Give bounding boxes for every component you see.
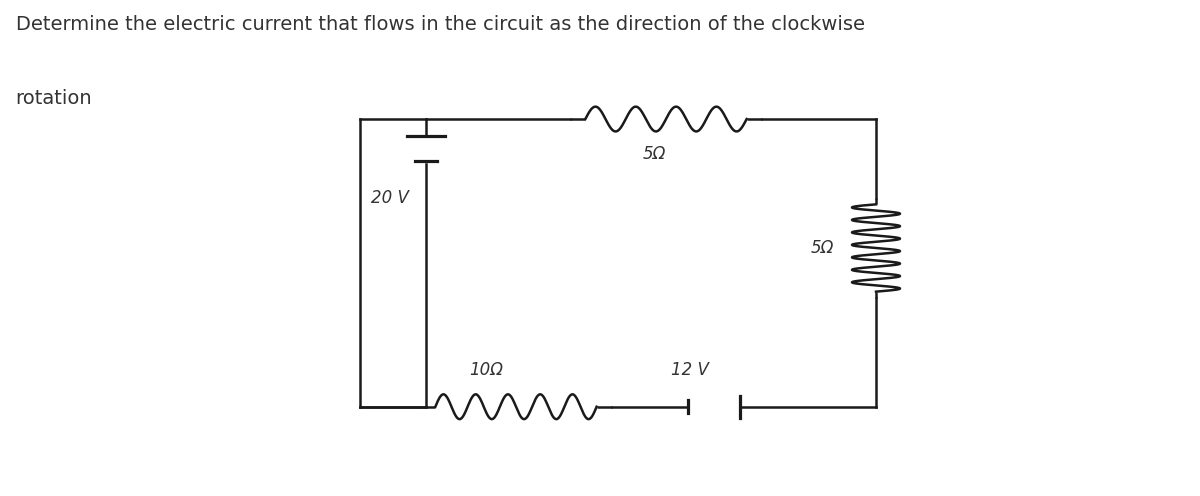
Text: rotation: rotation [16, 89, 92, 108]
Text: 5Ω: 5Ω [811, 239, 834, 257]
Text: 5Ω: 5Ω [642, 145, 666, 163]
Text: 12 V: 12 V [671, 361, 709, 378]
Text: 20 V: 20 V [371, 189, 409, 207]
Text: Determine the electric current that flows in the circuit as the direction of the: Determine the electric current that flow… [16, 15, 864, 34]
Text: 10Ω: 10Ω [469, 361, 503, 378]
